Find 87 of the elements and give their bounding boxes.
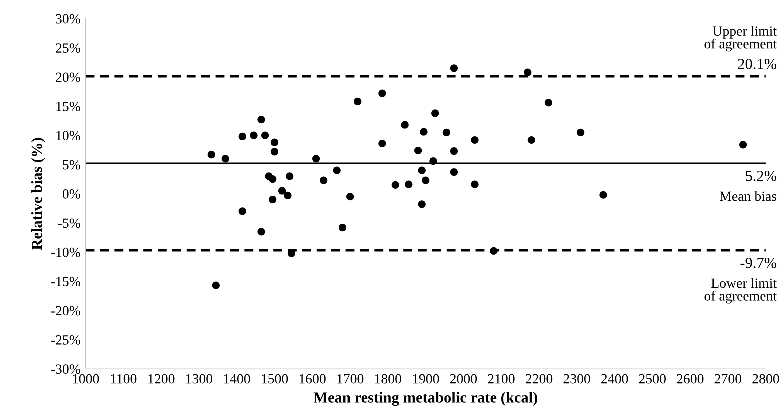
point <box>269 176 277 184</box>
point <box>320 176 328 184</box>
point <box>524 68 532 76</box>
point <box>238 132 246 141</box>
x-tick-label: 1400 <box>224 374 250 384</box>
point <box>250 132 258 140</box>
point <box>270 148 279 156</box>
x-tick-label: 2000 <box>450 374 478 384</box>
x-tick-label: 2500 <box>639 374 666 384</box>
x-tick-label: 1500 <box>262 374 288 384</box>
point <box>471 136 479 144</box>
point <box>312 155 320 163</box>
point <box>450 64 458 72</box>
x-tick-label: 2800 <box>752 374 780 384</box>
x-tick-label: 1700 <box>338 374 364 384</box>
y-tick-label: 30% <box>56 14 80 24</box>
point <box>471 180 479 188</box>
y-tick-label: 15% <box>56 102 80 112</box>
x-tick-label: 2600 <box>677 374 704 384</box>
point <box>258 228 266 236</box>
point <box>238 208 246 216</box>
point <box>269 196 277 204</box>
ref-line-label: -9.7% <box>740 258 777 268</box>
point <box>378 140 386 148</box>
point <box>490 247 498 255</box>
point <box>270 138 279 146</box>
x-tick-label: 1200 <box>148 374 175 384</box>
y-tick-label: -15% <box>51 277 80 287</box>
x-tick-label: 1300 <box>186 374 213 384</box>
point <box>261 132 270 140</box>
point <box>528 136 536 144</box>
point <box>418 200 426 208</box>
point <box>739 141 748 149</box>
point <box>420 128 428 136</box>
ref-line-label: 20.1% <box>738 59 777 70</box>
x-tick-label: 2700 <box>714 374 742 384</box>
point <box>212 282 220 290</box>
y-tick-label: 5% <box>63 160 80 170</box>
point <box>258 116 266 124</box>
point <box>600 191 608 199</box>
point <box>286 172 294 180</box>
point <box>414 146 422 155</box>
y-tick-label: -20% <box>51 306 80 316</box>
point <box>354 98 362 106</box>
y-tick-label: 0% <box>62 190 80 199</box>
y-tick-label: 25% <box>56 44 80 53</box>
x-tick-label: 1900 <box>413 374 440 384</box>
y-axis-title: Relative bias (%) <box>31 138 46 250</box>
point <box>405 180 413 188</box>
point <box>432 110 440 118</box>
point <box>401 121 409 129</box>
x-tick-label: 1000 <box>73 374 100 384</box>
x-tick-label: 2400 <box>602 374 628 384</box>
x-tick-label: 1600 <box>300 374 326 384</box>
x-tick-label: 1800 <box>375 374 402 384</box>
point <box>392 181 400 189</box>
point <box>222 155 230 163</box>
point <box>450 148 458 156</box>
annotation: Mean bias <box>720 191 777 202</box>
point <box>284 192 292 200</box>
point <box>577 128 585 136</box>
point <box>333 166 341 174</box>
annotation: Lower limit of agreement <box>704 278 777 304</box>
annotation: Upper limit of agreement <box>704 26 777 52</box>
point <box>422 176 430 184</box>
point <box>418 166 426 174</box>
x-axis-title: Mean resting metabolic rate (kcal) <box>314 392 538 406</box>
point <box>378 90 386 98</box>
y-tick-label: -10% <box>51 248 80 258</box>
y-tick-label: -5% <box>58 218 80 228</box>
point <box>442 128 450 136</box>
x-tick-label: 2100 <box>488 374 515 384</box>
y-tick-label: 20% <box>56 72 80 82</box>
point <box>208 151 216 159</box>
point <box>544 99 552 107</box>
ref-line-label: 5.2% <box>746 170 777 182</box>
point <box>338 224 347 232</box>
x-tick-label: 2200 <box>526 374 553 384</box>
point <box>450 168 458 176</box>
y-tick-label: -25% <box>51 335 80 345</box>
x-tick-label: 1100 <box>111 374 137 384</box>
point <box>278 187 286 195</box>
point <box>346 193 354 201</box>
point <box>430 157 438 166</box>
x-tick-label: 2300 <box>564 374 590 384</box>
y-tick-label: 10% <box>56 131 80 141</box>
y-tick-label: -30% <box>51 364 80 374</box>
